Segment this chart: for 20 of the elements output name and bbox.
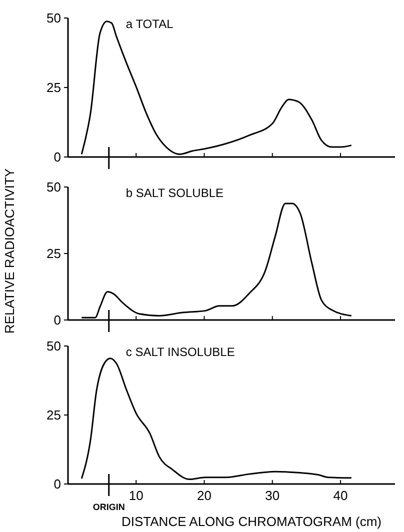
- x-tick-label: 10: [128, 488, 144, 503]
- y-tick-label: 50: [46, 338, 61, 354]
- y-tick-label: 25: [46, 80, 61, 96]
- y-tick-label: 0: [54, 150, 61, 165]
- ref-line-label: ORIGIN: [92, 502, 125, 512]
- x-axis-title: DISTANCE ALONG CHROMATOGRAM (cm): [121, 514, 382, 529]
- chart-title: b SALT SOLUBLE: [126, 186, 224, 200]
- x-tick-label: 30: [265, 488, 280, 503]
- y-tick-label: 25: [46, 246, 61, 262]
- x-tick-label: 40: [333, 488, 348, 503]
- x-tick-label: 20: [197, 488, 212, 503]
- y-tick-label: 0: [54, 476, 61, 492]
- chart-title: c SALT INSOLUBLE: [126, 345, 235, 359]
- y-tick-label: 50: [46, 180, 61, 195]
- y-axis-title: RELATIVE RADIOACTIVITY: [2, 168, 17, 334]
- chart-title: a TOTAL: [126, 17, 174, 31]
- y-tick-label: 50: [46, 10, 61, 26]
- y-tick-label: 0: [54, 312, 61, 328]
- line-series: [80, 358, 352, 480]
- y-tick-label: 25: [46, 408, 61, 423]
